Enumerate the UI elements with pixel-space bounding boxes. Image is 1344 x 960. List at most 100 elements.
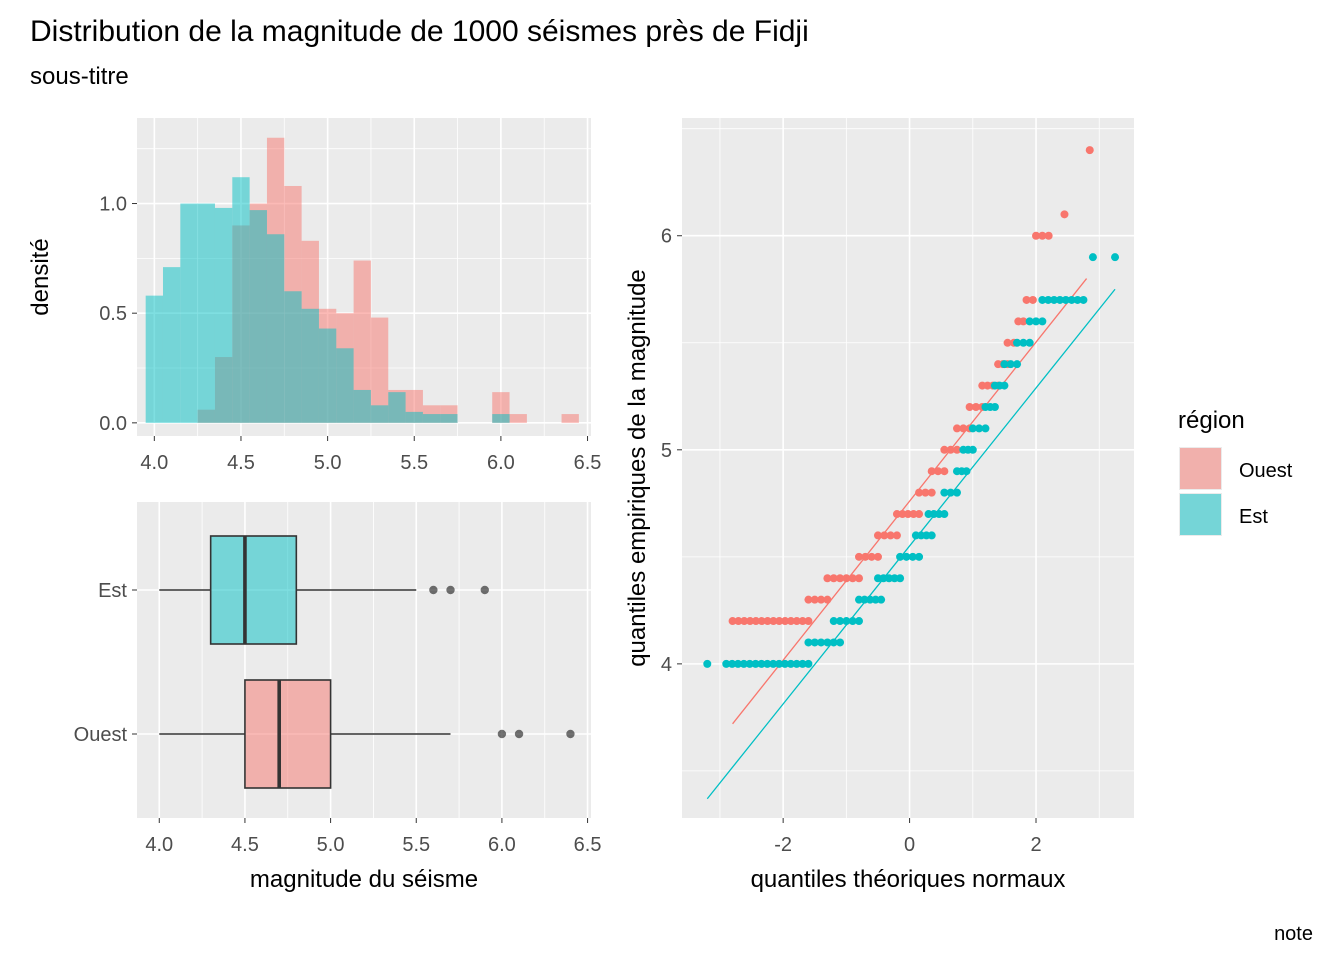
qqplot-point-est [798, 659, 807, 668]
histogram-x-tick-label: 5.5 [400, 452, 428, 474]
qqplot-point-ouest [769, 617, 778, 626]
boxplot-x-tick-label: 6.5 [574, 834, 602, 856]
qqplot-point-ouest [946, 445, 955, 454]
qqplot-point-est [866, 595, 875, 604]
qqplot-point-ouest [804, 595, 813, 604]
qqplot-point-est [763, 659, 772, 668]
qqplot-point-ouest [817, 595, 826, 604]
boxplot-outlier-ouest [514, 729, 524, 739]
boxplot-x-axis-title: magnitude du séisme [250, 866, 478, 893]
qqplot-point-ouest [909, 510, 918, 519]
histogram-bar-est [180, 203, 198, 423]
qqplot-point-ouest [1044, 231, 1053, 240]
qqplot-point-ouest [927, 488, 936, 497]
qqplot-point-ouest [1038, 231, 1047, 240]
qqplot-point-est [871, 595, 880, 604]
qqplot-point-est [810, 638, 819, 647]
qqplot-point-est [1073, 295, 1082, 304]
boxplot-outlier-est [429, 585, 438, 595]
qqplot-point-est [703, 659, 712, 668]
qqplot-point-ouest [829, 574, 838, 583]
qqplot-point-est [775, 659, 784, 668]
legend-label-ouest: Ouest [1239, 460, 1293, 482]
boxplot-outlier-est [480, 585, 489, 595]
qqplot-point-est [739, 659, 748, 668]
histogram-bar-ouest [353, 260, 371, 423]
qqplot-point-ouest [810, 595, 819, 604]
histogram-y-tick-label: 0.0 [99, 413, 127, 435]
qqplot-reference-line-est [706, 288, 1116, 800]
qqplot-point-est [1111, 253, 1120, 262]
qqplot-point-ouest [1028, 295, 1037, 304]
histogram-bar-est [353, 389, 371, 423]
qqplot-point-ouest [940, 445, 949, 454]
qqplot-point-est [829, 638, 838, 647]
qqplot-point-est [1013, 360, 1022, 369]
qqplot-point-est [751, 659, 760, 668]
qqplot-point-ouest [873, 531, 882, 540]
histogram-bars [145, 137, 579, 423]
qqplot-x-ticks: -2 0 2 [774, 818, 1042, 856]
qqplot-point-est [745, 659, 754, 668]
qqplot-point-ouest [915, 510, 924, 519]
boxplot-y-tick-label: Ouest [74, 724, 128, 746]
qqplot-point-est [786, 659, 795, 668]
boxplot-box-est [209, 535, 298, 645]
qqplot-point-ouest [873, 552, 882, 561]
qqplot-point-ouest [823, 595, 832, 604]
qqplot-y-tick-label: 4 [661, 654, 672, 676]
legend-swatch-est [1180, 494, 1221, 535]
boxplot-outlier-est [446, 585, 455, 595]
qqplot-point-ouest [1060, 210, 1069, 219]
histogram-x-tick-label: 4.5 [227, 452, 255, 474]
boxplot-outlier-ouest [566, 729, 575, 739]
qqplot-y-tick-label: 5 [661, 440, 672, 462]
histogram-y-tick-label: 0.5 [99, 303, 127, 325]
histogram-panel: 4.0 4.5 5.0 5.5 6.0 6.5 0.0 0.5 1.0 densité [27, 118, 601, 474]
qqplot-point-est [1000, 360, 1009, 369]
qqplot-point-ouest [842, 574, 851, 583]
boxplot-x-tick-label: 5.0 [317, 834, 345, 856]
qqplot-point-est [873, 574, 882, 583]
qqplot-point-ouest [751, 617, 760, 626]
qqplot-point-est [940, 510, 949, 519]
qqplot-point-ouest [804, 617, 813, 626]
qqplot-point-ouest [965, 402, 974, 411]
histogram-bar-est [301, 308, 319, 423]
histogram-bar-ouest [509, 414, 527, 423]
histogram-bar-est [197, 203, 215, 423]
qqplot-point-ouest [746, 617, 755, 626]
qqplot-point-est [975, 424, 984, 433]
boxplot-y-tick-label: Est [98, 580, 127, 602]
qqplot-points [703, 146, 1120, 668]
qqplot-point-est [780, 659, 789, 668]
qqplot-x-tick-label: -2 [774, 834, 792, 856]
qqplot-point-est [804, 659, 813, 668]
qqplot-point-est [879, 574, 888, 583]
qqplot-point-est [1019, 338, 1028, 347]
qqplot-point-est [908, 552, 917, 561]
histogram-bar-est [405, 411, 423, 423]
qqplot-point-est [1013, 338, 1022, 347]
qqplot-point-ouest [892, 510, 901, 519]
qqplot-point-ouest [823, 574, 832, 583]
legend-swatch-ouest [1180, 448, 1221, 489]
boxplot-panel: 4.0 4.5 5.0 5.5 6.0 6.5 Est Ouest magnitude du… [74, 502, 602, 893]
qqplot-point-ouest [952, 424, 961, 433]
qqplot-point-est [1079, 295, 1088, 304]
boxplot-x-tick-label: 5.5 [402, 834, 430, 856]
qqplot-point-est [860, 595, 869, 604]
qqplot-point-est [836, 638, 845, 647]
qqplot-y-ticks: 4 5 6 [661, 226, 682, 676]
qqplot-point-est [915, 552, 924, 561]
qqplot-point-est [757, 659, 766, 668]
chart-subtitle: sous-titre [30, 63, 129, 90]
qqplot-point-est [823, 638, 832, 647]
qqplot-point-est [829, 617, 838, 626]
boxplot-background [137, 502, 591, 818]
qqplot-point-ouest [740, 617, 749, 626]
qqplot-point-est [1038, 295, 1047, 304]
boxplot-box-ouest [244, 679, 332, 789]
qqplot-panel: -2 0 2 4 5 6 quantiles théoriques normaux qu… [624, 118, 1134, 893]
boxplot-marks [159, 535, 575, 789]
